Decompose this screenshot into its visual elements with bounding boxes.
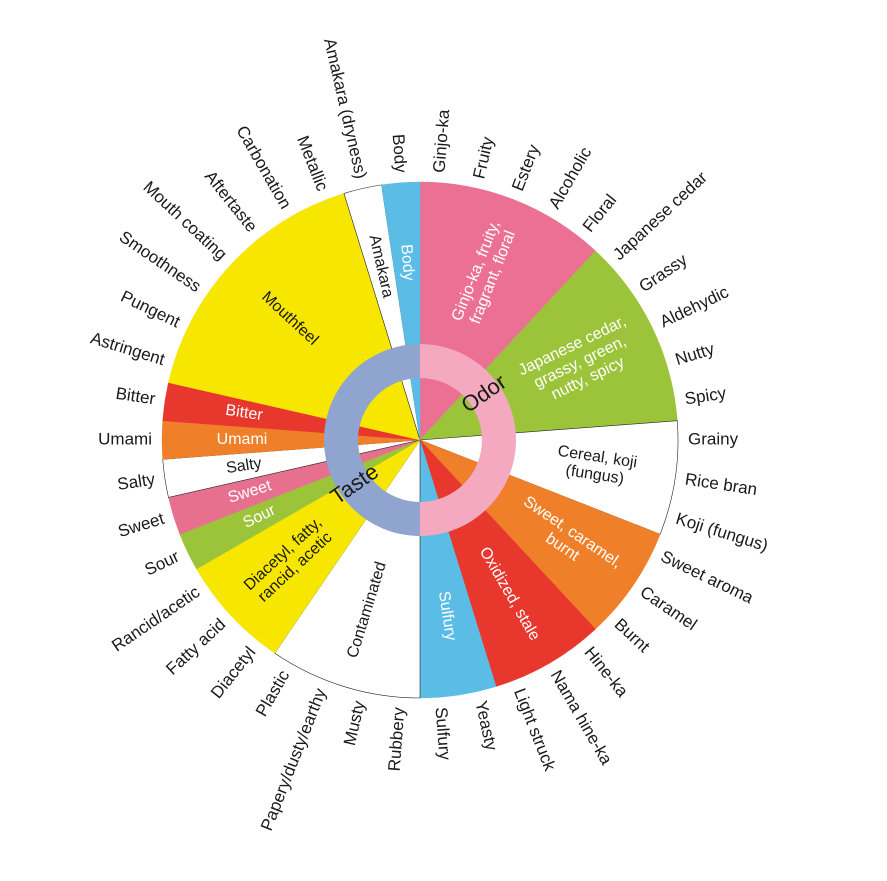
term-label: Spicy: [683, 383, 727, 408]
term-label: Fatty acid: [162, 615, 229, 679]
term-label: Salty: [116, 469, 157, 493]
segment-label-line: Salty: [225, 455, 263, 477]
term-label: Yeasty: [471, 699, 501, 753]
segment-label-line: Body: [397, 244, 417, 282]
segment-label: Salty: [225, 455, 263, 477]
inner-ring: [420, 344, 516, 536]
term-label: Floral: [579, 191, 620, 236]
term-label: Estery: [508, 141, 543, 193]
term-label: Umami: [98, 429, 152, 448]
term-label: Fruity: [469, 134, 497, 180]
term-label: Rubbery: [385, 706, 409, 772]
term-label: Grassy: [636, 250, 692, 296]
term-label: Hine-ka: [580, 643, 632, 701]
term-label: Ginjo-ka: [430, 108, 454, 173]
term-label: Rice bran: [684, 470, 759, 500]
segment-label-line: Umami: [217, 431, 268, 448]
term-label: Caramel: [637, 582, 701, 634]
term-label: Light struck: [510, 686, 560, 774]
term-label: Aftertaste: [201, 167, 261, 236]
term-label: Plastic: [252, 666, 294, 719]
term-label: Sweet: [116, 509, 167, 541]
term-label: Pungent: [118, 287, 184, 332]
term-label: Sour: [142, 547, 183, 580]
term-label: Alcoholic: [545, 143, 596, 212]
segment-label: Umami: [217, 431, 268, 448]
term-label: Nutty: [673, 339, 717, 369]
term-label: Koji (fungus): [674, 509, 771, 555]
term-label: Aldehydic: [657, 282, 732, 331]
term-label: Grainy: [688, 429, 739, 448]
term-label: Sulfury: [432, 706, 455, 761]
term-label: Japanese cedar: [609, 167, 711, 263]
term-label: Bitter: [114, 384, 156, 409]
segment-label: Body: [397, 244, 417, 282]
segment-label-line: Bitter: [224, 402, 264, 424]
term-label: Body: [389, 133, 411, 174]
term-label: Diacetyl: [207, 643, 260, 702]
segment-label: Bitter: [224, 402, 264, 424]
term-label: Musty: [340, 698, 369, 747]
term-label: Amakara (dryness): [320, 36, 370, 180]
term-label: Astringent: [88, 328, 167, 369]
inner-ring: [324, 344, 420, 536]
term-label: Metallic: [293, 133, 332, 194]
term-label: Burnt: [611, 615, 654, 657]
